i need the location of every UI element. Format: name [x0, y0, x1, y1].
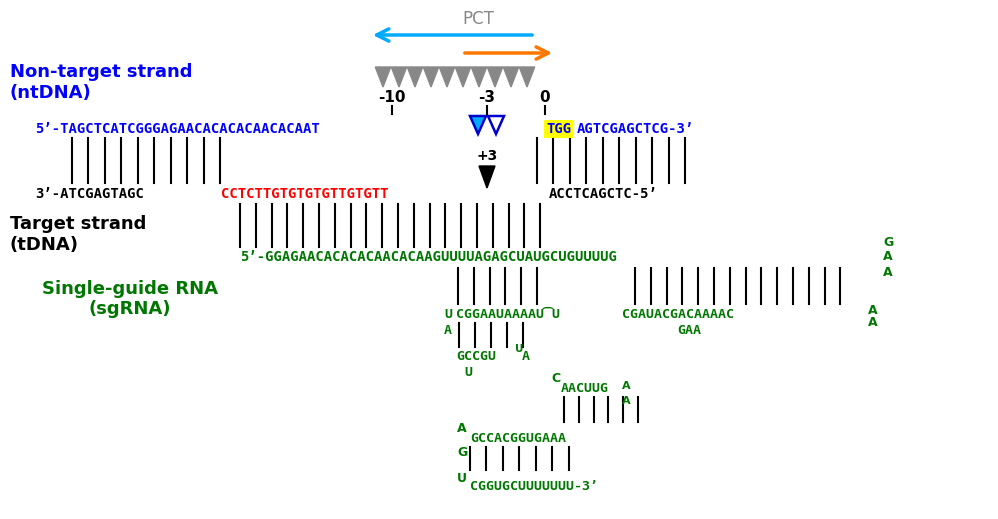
- Text: TGG: TGG: [546, 122, 571, 136]
- Text: A: A: [457, 422, 467, 435]
- Polygon shape: [407, 67, 423, 87]
- Polygon shape: [519, 67, 535, 87]
- Text: A: A: [883, 266, 892, 279]
- Text: AACUUG: AACUUG: [561, 383, 609, 395]
- Text: A: A: [622, 396, 631, 406]
- Polygon shape: [503, 67, 519, 87]
- Text: G: G: [883, 237, 893, 250]
- Text: U: U: [457, 471, 467, 485]
- Polygon shape: [470, 116, 486, 134]
- Text: Non-target strand: Non-target strand: [10, 63, 193, 81]
- Polygon shape: [487, 67, 503, 87]
- Text: GAA: GAA: [677, 324, 701, 337]
- Text: Single-guide RNA: Single-guide RNA: [42, 280, 218, 298]
- Text: A: A: [868, 317, 877, 330]
- Text: A: A: [444, 324, 452, 337]
- Text: GCCGU: GCCGU: [456, 350, 496, 363]
- Text: CGGUGCUUUUUUU-3’: CGGUGCUUUUUUU-3’: [470, 481, 598, 494]
- Text: CGGAAUAAAAU͡U: CGGAAUAAAAU͡U: [456, 307, 560, 321]
- Polygon shape: [479, 166, 495, 188]
- Text: -3: -3: [478, 89, 495, 104]
- Text: CCTCTTGTGTGTGTTGTGTT: CCTCTTGTGTGTGTTGTGTT: [221, 187, 388, 201]
- Text: (ntDNA): (ntDNA): [10, 84, 92, 102]
- Text: A: A: [522, 350, 530, 363]
- Text: (tDNA): (tDNA): [10, 236, 79, 254]
- Text: +3: +3: [476, 149, 498, 163]
- Text: G: G: [457, 445, 467, 458]
- Text: -10: -10: [378, 89, 406, 104]
- Text: U: U: [444, 307, 452, 321]
- Text: ACCTCAGCTC-5’: ACCTCAGCTC-5’: [549, 187, 658, 201]
- Polygon shape: [471, 67, 487, 87]
- Text: GCCACGGUGAAA: GCCACGGUGAAA: [470, 431, 566, 444]
- Text: A: A: [883, 251, 892, 264]
- Text: A: A: [868, 304, 877, 317]
- Polygon shape: [439, 67, 455, 87]
- Text: C: C: [551, 373, 560, 386]
- Text: AGTCGAGCTCG-3’: AGTCGAGCTCG-3’: [577, 122, 695, 136]
- Polygon shape: [391, 67, 406, 87]
- Text: U: U: [515, 344, 524, 354]
- Polygon shape: [375, 67, 390, 87]
- Polygon shape: [488, 116, 504, 134]
- Text: 0: 0: [540, 89, 550, 104]
- Text: PCT: PCT: [462, 10, 494, 28]
- Text: 5’-TAGCTCATCGGGAGAACACACACAACACAAT: 5’-TAGCTCATCGGGAGAACACACACAACACAAT: [35, 122, 319, 136]
- Text: 3’-ATCGAGTAGC: 3’-ATCGAGTAGC: [35, 187, 144, 201]
- Text: CGAUACGACAAAAC: CGAUACGACAAAAC: [622, 307, 734, 321]
- Text: 5’-GGAGAACACACACAACACAAGUUUUAGAGCUAUGCUGUUUUG: 5’-GGAGAACACACACAACACAAGUUUUAGAGCUAUGCUG…: [240, 250, 617, 264]
- Polygon shape: [455, 67, 471, 87]
- Text: (sgRNA): (sgRNA): [89, 300, 172, 318]
- Text: U: U: [464, 365, 472, 378]
- Text: A: A: [622, 381, 631, 391]
- Text: Target strand: Target strand: [10, 215, 147, 233]
- Polygon shape: [423, 67, 439, 87]
